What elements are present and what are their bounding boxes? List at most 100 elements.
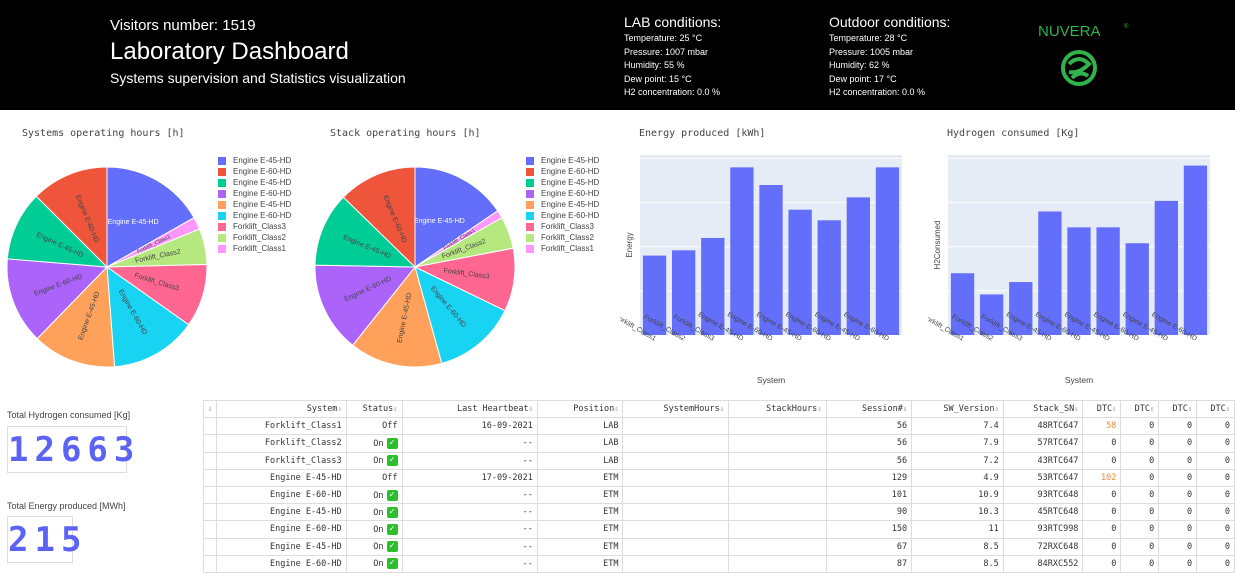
- legend-entry[interactable]: Forklift_Class3: [526, 221, 599, 232]
- pie-slice[interactable]: [35, 166, 108, 269]
- pie-slice[interactable]: [314, 264, 417, 346]
- pie-slice[interactable]: [342, 166, 416, 269]
- legend-entry[interactable]: Forklift_Class3: [218, 221, 291, 232]
- sort-icon[interactable]: ⇕: [1149, 405, 1155, 414]
- column-header[interactable]: Session#⇕: [825, 400, 913, 419]
- legend-entry[interactable]: Engine E-60-HD: [526, 188, 599, 199]
- bar[interactable]: [701, 237, 725, 335]
- cell-value: 8.5: [983, 558, 999, 569]
- table-row[interactable]: Forklift_Class1 Off 16-09-2021 LAB 56 7.4 48RT…: [203, 417, 1235, 436]
- column-header[interactable]: SystemHours⇕: [622, 400, 729, 419]
- column-header[interactable]: SW_Version⇕: [911, 400, 1004, 419]
- column-header[interactable]: DTC⇕: [1082, 400, 1122, 419]
- bar[interactable]: [1183, 165, 1208, 335]
- lab-pressure: Pressure: 1007 mbar: [624, 46, 709, 57]
- legend-entry[interactable]: Engine E-45-HD: [526, 155, 599, 166]
- bar[interactable]: [1154, 200, 1178, 335]
- column-header[interactable]: Status⇕: [345, 400, 403, 419]
- legend-entry[interactable]: Forklift_Class2: [526, 232, 599, 243]
- column-header[interactable]: StackHours⇕: [727, 400, 827, 419]
- bar[interactable]: [642, 255, 667, 335]
- table-row[interactable]: Forklift_Class3 On ✓ -- LAB 56 7.2 43RTC647 0 0 0 0: [203, 451, 1235, 470]
- pie-slice[interactable]: [106, 166, 195, 268]
- bar[interactable]: [817, 220, 841, 335]
- table-row[interactable]: Engine E-60-HD On ✓ -- ETM 101 10.9 93RTC648 0 0 0…: [203, 485, 1235, 505]
- sort-icon[interactable]: ⇕: [528, 405, 533, 414]
- bar[interactable]: [1067, 227, 1091, 335]
- bar[interactable]: [730, 167, 754, 335]
- legend-entry[interactable]: Forklift_Class1: [526, 243, 599, 254]
- bar[interactable]: [672, 250, 696, 335]
- table-row[interactable]: Engine E-60-HD On ✓ -- ETM 87 8.5 84RXC552 0 0 0 0: [203, 554, 1235, 573]
- bar[interactable]: [1009, 282, 1033, 335]
- stack-hours-pie-chart[interactable]: Engine E-45-HDForklift_Class1Forklift_Cl…: [308, 160, 523, 375]
- sort-icon[interactable]: ⇕: [337, 405, 342, 414]
- hydrogen-consumed-bar-chart[interactable]: Forklift_Class1Forklift_Class2Forklift_C…: [928, 145, 1228, 390]
- column-header[interactable]: DTC⇕: [1158, 400, 1198, 419]
- column-header[interactable]: DTC⇕: [1120, 400, 1160, 419]
- legend-entry[interactable]: Engine E-45-HD: [526, 177, 599, 188]
- table-cell: Off: [345, 417, 403, 436]
- cell-value: 17-09-2021: [481, 472, 533, 483]
- table-cell: --: [401, 554, 538, 573]
- sort-icon[interactable]: ⇕: [614, 405, 619, 414]
- cell-value: 0: [1186, 524, 1193, 535]
- column-header[interactable]: Stack_SN⇕: [1002, 400, 1084, 419]
- pie-slice[interactable]: [6, 195, 109, 268]
- pie-slice[interactable]: [36, 265, 116, 368]
- column-header[interactable]: System⇕: [216, 400, 347, 419]
- sort-icon[interactable]: ⇕: [393, 405, 398, 414]
- legend-entry[interactable]: Engine E-45-HD: [218, 155, 291, 166]
- legend-entry[interactable]: Engine E-60-HD: [218, 210, 291, 221]
- table-cell: 16-09-2021: [401, 417, 538, 436]
- pie-slice[interactable]: [414, 166, 499, 268]
- systems-table-container[interactable]: ⇕ System⇕ Status⇕ Last Heartbeat⇕ Position⇕ S…: [203, 400, 1235, 578]
- table-row[interactable]: Engine E-45-HD On ✓ -- ETM 67 8.5 72RXC648 0 0 0 0: [203, 537, 1235, 556]
- sort-icon[interactable]: ⇕: [208, 405, 213, 414]
- energy-produced-bar-chart[interactable]: Forklift_Class1Forklift_Class2Forklift_C…: [620, 145, 920, 390]
- bar[interactable]: [759, 185, 783, 335]
- bar[interactable]: [846, 197, 870, 335]
- sort-icon[interactable]: ⇕: [1112, 405, 1117, 414]
- column-header[interactable]: Last Heartbeat⇕: [401, 400, 538, 419]
- bar[interactable]: [950, 273, 975, 335]
- legend-entry[interactable]: Engine E-60-HD: [218, 166, 291, 177]
- energy-produced-title: Energy produced [kWh]: [639, 128, 766, 139]
- pie-slice[interactable]: [106, 265, 190, 368]
- pie-slice[interactable]: [6, 258, 109, 340]
- column-header[interactable]: Position⇕: [536, 400, 624, 419]
- sort-icon[interactable]: ⇕: [817, 405, 822, 414]
- legend-entry[interactable]: Forklift_Class2: [218, 232, 291, 243]
- pie-slice-label: Engine E-45-HD: [108, 219, 159, 226]
- bar[interactable]: [788, 209, 812, 335]
- legend-entry[interactable]: Engine E-45-HD: [218, 199, 291, 210]
- pie-slice[interactable]: [352, 265, 443, 368]
- sort-icon[interactable]: ⇕: [994, 405, 999, 414]
- sort-icon[interactable]: ⇕: [1074, 405, 1079, 414]
- sort-icon[interactable]: ⇕: [719, 405, 724, 414]
- legend-entry[interactable]: Engine E-45-HD: [218, 177, 291, 188]
- pie-slice[interactable]: [314, 196, 417, 268]
- bar[interactable]: [980, 294, 1004, 335]
- bar[interactable]: [1125, 243, 1149, 335]
- legend-entry[interactable]: Engine E-60-HD: [218, 188, 291, 199]
- column-header[interactable]: ⇕: [203, 400, 218, 419]
- table-row[interactable]: Engine E-45-HD On ✓ -- ETM 90 10.3 45RTC648 0 0 0 0: [203, 503, 1235, 522]
- column-header[interactable]: DTC⇕: [1196, 400, 1235, 419]
- sort-icon[interactable]: ⇕: [1225, 405, 1230, 414]
- bar[interactable]: [1038, 211, 1062, 335]
- table-row[interactable]: Engine E-60-HD On ✓ -- ETM 150 11 93RTC998 0 0 0 0: [203, 520, 1235, 539]
- legend-entry[interactable]: Engine E-60-HD: [526, 166, 599, 177]
- legend-entry[interactable]: Engine E-60-HD: [526, 210, 599, 221]
- pie-slice[interactable]: [414, 266, 506, 364]
- legend-entry[interactable]: Engine E-45-HD: [526, 199, 599, 210]
- bar[interactable]: [1096, 227, 1120, 335]
- bar[interactable]: [875, 167, 900, 335]
- systems-hours-pie-chart[interactable]: Engine E-45-HDForklift_Class1Forklift_Cl…: [0, 160, 215, 375]
- table-cell: On ✓: [345, 554, 403, 573]
- sort-icon[interactable]: ⇕: [1187, 405, 1193, 414]
- sort-icon[interactable]: ⇕: [902, 405, 908, 414]
- table-row[interactable]: Engine E-45-HD Off 17-09-2021 ETM 129 4.9 53RT…: [203, 468, 1235, 487]
- table-row[interactable]: Forklift_Class2 On ✓ -- LAB 56 7.9 57RTC647 0 0 0 0: [203, 434, 1235, 453]
- legend-entry[interactable]: Forklift_Class1: [218, 243, 291, 254]
